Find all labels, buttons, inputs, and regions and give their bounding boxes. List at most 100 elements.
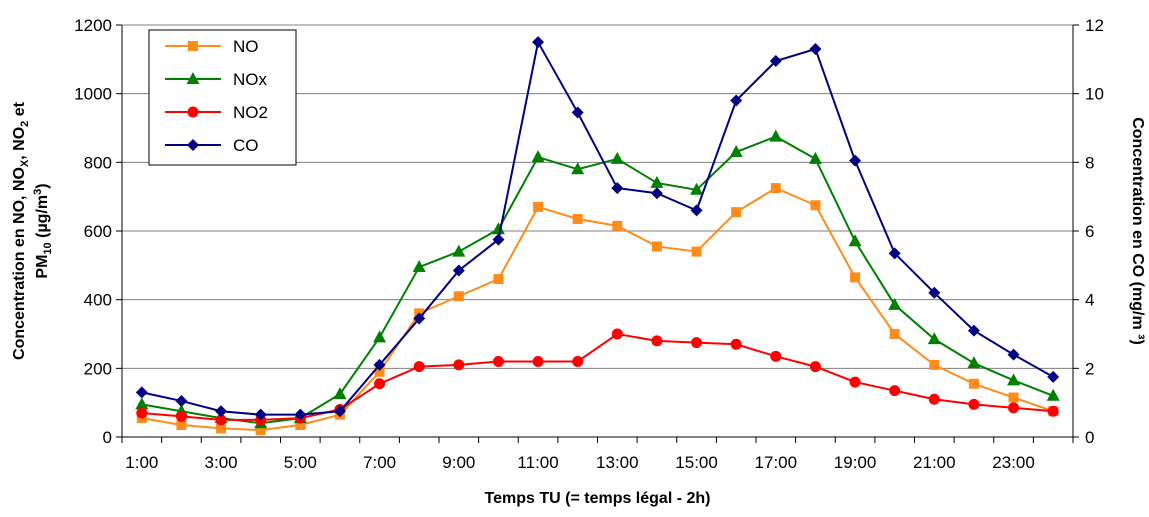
data-point-nox [690,182,704,195]
data-point-no [691,246,702,257]
data-point-nox [769,129,783,142]
data-point-no2 [928,393,940,405]
series-no2 [136,328,1059,426]
right-tick-label: 12 [1085,16,1104,35]
data-point-no2 [611,328,623,340]
data-point-no [612,220,623,231]
legend-marker [187,106,199,118]
series-line-co [141,39,1054,416]
data-point-co [967,324,980,337]
data-point-nox [610,151,624,164]
data-point-co [175,394,188,407]
data-point-no [968,378,979,389]
left-axis-title-part: 2 [19,121,31,127]
data-point-no2 [136,407,148,419]
data-point-nox [491,222,505,235]
legend-item-no: NO [165,37,259,56]
data-point-nox [967,356,981,369]
data-point-nox [571,162,585,175]
x-tick-label: 1:00 [125,453,158,472]
data-point-co [809,43,822,56]
data-point-nox [650,175,664,188]
series-co [135,36,1060,421]
data-point-co [215,405,228,418]
left-axis-title-part: X [19,159,31,167]
data-point-co [135,386,148,399]
data-point-no2 [809,361,821,373]
data-point-no [295,419,306,430]
legend-item-nox: NOx [165,70,268,89]
x-tick-label: 3:00 [205,453,238,472]
data-point-no [770,183,781,194]
data-point-no2 [532,355,544,367]
legend-marker [186,72,200,84]
data-point-nox [333,387,347,400]
left-axis-title-part: 3 [32,189,44,195]
data-point-nox [808,151,822,164]
data-point-no2 [492,355,504,367]
legend-label: NOx [233,70,268,89]
left-axis-title-part: (µg/m [34,195,51,242]
x-tick-label: 5:00 [284,453,317,472]
x-tick-label: 15:00 [675,453,718,472]
left-axis-title-part: ) [34,183,51,188]
x-tick-label: 9:00 [442,453,475,472]
data-point-no2 [1008,402,1020,414]
left-tick-label: 1200 [74,16,112,35]
x-tick-label: 11:00 [517,453,558,472]
legend-label: NO2 [233,103,268,122]
data-point-nox [927,332,941,345]
data-point-no2 [374,378,386,390]
legend-box [148,29,297,166]
data-point-no2 [1047,405,1059,417]
data-point-no [651,241,662,252]
right-tick-label: 4 [1085,291,1094,310]
data-point-nox [729,145,743,158]
x-tick-label: 21:00 [913,453,956,472]
left-axis-title-part: PM [34,255,51,279]
data-point-no [889,329,900,339]
data-point-no2 [572,355,584,367]
data-point-no2 [175,410,187,422]
series-line-no2 [141,332,1054,421]
data-point-no [929,359,940,370]
left-axis-title-part: 10 [42,242,54,254]
data-point-nox [888,297,902,310]
data-point-no [255,425,266,436]
x-tick-label: 17:00 [755,453,798,472]
data-point-co [373,358,386,371]
right-tick-label: 2 [1085,359,1094,378]
data-point-co [254,408,267,421]
data-point-no [1008,392,1019,403]
left-tick-label: 600 [84,222,112,241]
data-point-nox [848,234,862,247]
right-tick-label: 0 [1085,428,1094,447]
data-point-co [492,233,505,246]
data-point-no2 [215,414,227,426]
left-axis-title-part: Concentration en NO, NO [11,167,28,360]
data-point-co [730,94,743,107]
data-point-no [176,419,187,430]
data-point-no2 [453,359,465,371]
legend-item-no2: NO2 [165,103,268,122]
data-point-co [1047,370,1060,383]
left-axis-title-line: PM10 (µg/m3) [32,183,54,278]
data-point-no2 [889,385,901,397]
data-point-co [690,204,703,217]
series-layer [135,36,1060,436]
data-point-co [849,154,862,167]
right-tick-label: 6 [1085,222,1094,241]
data-point-co [333,405,346,418]
legend: NO NOx NO2 CO [148,29,297,166]
left-tick-label: 400 [84,291,112,310]
data-point-no2 [651,335,663,347]
data-point-no [493,274,504,285]
left-axis-title-part: et [11,101,28,120]
data-point-nox [452,244,466,257]
left-tick-label: 200 [84,359,112,378]
data-point-no [572,213,583,224]
series-line-nox [141,135,1054,425]
data-point-co [452,264,465,277]
